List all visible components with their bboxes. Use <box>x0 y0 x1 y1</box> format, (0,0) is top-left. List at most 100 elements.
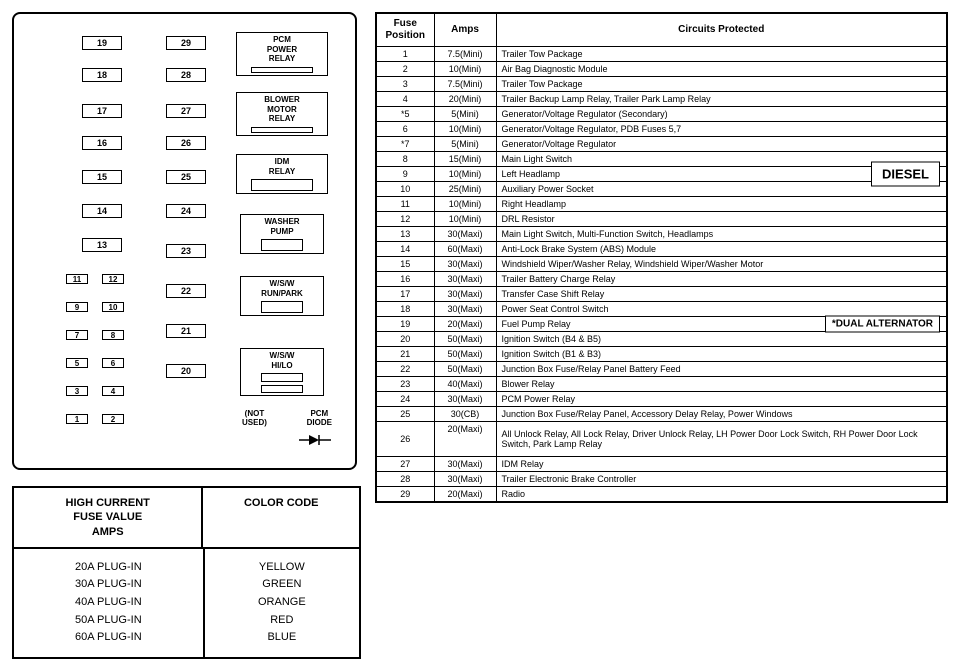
relay-box: W/S/W RUN/PARK <box>240 276 324 316</box>
cell-amps: 25(Mini) <box>434 182 496 197</box>
cell-circuit: Left HeadlampDIESEL <box>496 167 947 182</box>
circuit-text: Trailer Electronic Brake Controller <box>502 474 637 484</box>
relay-slot <box>251 179 313 191</box>
right-column: Fuse Position Amps Circuits Protected 17… <box>375 12 948 503</box>
cell-pos: 20 <box>376 332 434 347</box>
table-row: 2250(Maxi)Junction Box Fuse/Relay Panel … <box>376 362 947 377</box>
relay-label: W/S/W HI/LO <box>270 351 295 370</box>
table-row: 420(Mini)Trailer Backup Lamp Relay, Trai… <box>376 92 947 107</box>
table-row: 910(Mini)Left HeadlampDIESEL <box>376 167 947 182</box>
fuse-5: 5 <box>66 358 88 368</box>
fuse-24: 24 <box>166 204 206 218</box>
cell-circuit: PCM Power Relay <box>496 392 947 407</box>
legend-body: 20A PLUG-IN30A PLUG-IN40A PLUG-IN50A PLU… <box>14 549 359 657</box>
cell-amps: 20(Mini) <box>434 92 496 107</box>
cell-amps: 30(Maxi) <box>434 227 496 242</box>
circuit-text: Generator/Voltage Regulator <box>502 139 617 149</box>
table-row: 2920(Maxi)Radio <box>376 487 947 503</box>
circuit-text: Generator/Voltage Regulator (Secondary) <box>502 109 668 119</box>
table-row: 1630(Maxi)Trailer Battery Charge Relay <box>376 272 947 287</box>
cell-pos: 23 <box>376 377 434 392</box>
table-row: 1110(Mini)Right Headlamp <box>376 197 947 212</box>
table-row: 815(Mini)Main Light Switch <box>376 152 947 167</box>
cell-pos: 24 <box>376 392 434 407</box>
table-row: 2150(Maxi)Ignition Switch (B1 & B3) <box>376 347 947 362</box>
legend-amps-value: 50A PLUG-IN <box>14 612 203 630</box>
legend-amps-col: 20A PLUG-IN30A PLUG-IN40A PLUG-IN50A PLU… <box>14 549 205 657</box>
fuse-13: 13 <box>82 238 122 252</box>
cell-circuit: Trailer Tow Package <box>496 47 947 62</box>
relay-label: W/S/W RUN/PARK <box>261 279 303 298</box>
legend-amps-value: 20A PLUG-IN <box>14 559 203 577</box>
table-row: 1730(Maxi)Transfer Case Shift Relay <box>376 287 947 302</box>
cell-amps: 10(Mini) <box>434 212 496 227</box>
cell-pos: 28 <box>376 472 434 487</box>
th-pos: Fuse Position <box>376 13 434 47</box>
cell-pos: 17 <box>376 287 434 302</box>
cell-amps: 30(Maxi) <box>434 257 496 272</box>
cell-amps: 30(Maxi) <box>434 457 496 472</box>
cell-pos: 25 <box>376 407 434 422</box>
relay-box: PCM POWER RELAY <box>236 32 328 76</box>
table-row: 2530(CB)Junction Box Fuse/Relay Panel, A… <box>376 407 947 422</box>
circuit-text: All Unlock Relay, All Lock Relay, Driver… <box>502 429 918 449</box>
relay-label: PCM POWER RELAY <box>267 35 297 64</box>
cell-amps: 10(Mini) <box>434 122 496 137</box>
circuit-text: Auxiliary Power Socket <box>502 184 594 194</box>
circuit-text: Junction Box Fuse/Relay Panel, Accessory… <box>502 409 793 419</box>
circuit-text: Right Headlamp <box>502 199 567 209</box>
cell-circuit: Junction Box Fuse/Relay Panel, Accessory… <box>496 407 947 422</box>
cell-circuit: IDM Relay <box>496 457 947 472</box>
legend-color-value: BLUE <box>205 629 359 647</box>
fuse-7: 7 <box>66 330 88 340</box>
table-row: 2050(Maxi)Ignition Switch (B4 & B5) <box>376 332 947 347</box>
cell-circuit: DRL Resistor <box>496 212 947 227</box>
circuit-text: Ignition Switch (B4 & B5) <box>502 334 602 344</box>
cell-circuit: Trailer Tow Package <box>496 77 947 92</box>
circuit-text: DRL Resistor <box>502 214 555 224</box>
relay-slot <box>261 373 303 381</box>
cell-amps: 7.5(Mini) <box>434 47 496 62</box>
fuse-16: 16 <box>82 136 122 150</box>
page: 1918171615141329282726252423222120111291… <box>12 12 948 659</box>
fuse-17: 17 <box>82 104 122 118</box>
fuse-18: 18 <box>82 68 122 82</box>
cell-amps: 20(Maxi) <box>434 422 496 457</box>
circuit-text: Blower Relay <box>502 379 555 389</box>
pcm-diode-label: PCM DIODE <box>307 410 332 428</box>
fuse-25: 25 <box>166 170 206 184</box>
circuit-text: Fuel Pump Relay <box>502 319 691 329</box>
cell-circuit: Generator/Voltage Regulator <box>496 137 947 152</box>
cell-pos: 12 <box>376 212 434 227</box>
fuse-11: 11 <box>66 274 88 284</box>
th-amps: Amps <box>434 13 496 47</box>
fuse-panel: 1918171615141329282726252423222120111291… <box>12 12 357 470</box>
cell-amps: 20(Maxi) <box>434 487 496 503</box>
cell-pos: 29 <box>376 487 434 503</box>
cell-amps: 10(Mini) <box>434 197 496 212</box>
fuse-29: 29 <box>166 36 206 50</box>
cell-amps: 10(Mini) <box>434 62 496 77</box>
circuit-text: Main Light Switch, Multi-Function Switch… <box>502 229 714 239</box>
cell-pos: 9 <box>376 167 434 182</box>
legend-amps-value: 40A PLUG-IN <box>14 594 203 612</box>
cell-pos: 10 <box>376 182 434 197</box>
table-row: 1830(Maxi)Power Seat Control Switch <box>376 302 947 317</box>
circuit-text: Windshield Wiper/Washer Relay, Windshiel… <box>502 259 764 269</box>
legend-color-value: YELLOW <box>205 559 359 577</box>
circuit-text: Trailer Tow Package <box>502 79 583 89</box>
fuse-9: 9 <box>66 302 88 312</box>
cell-amps: 30(Maxi) <box>434 392 496 407</box>
cell-circuit: Generator/Voltage Regulator, PDB Fuses 5… <box>496 122 947 137</box>
cell-circuit: Ignition Switch (B4 & B5) <box>496 332 947 347</box>
cell-pos: 15 <box>376 257 434 272</box>
cell-amps: 7.5(Mini) <box>434 77 496 92</box>
cell-circuit: Right Headlamp <box>496 197 947 212</box>
table-row: 37.5(Mini)Trailer Tow Package <box>376 77 947 92</box>
cell-amps: 15(Mini) <box>434 152 496 167</box>
legend-color-value: ORANGE <box>205 594 359 612</box>
cell-circuit: Junction Box Fuse/Relay Panel Battery Fe… <box>496 362 947 377</box>
relay-slot <box>261 239 303 251</box>
legend-amps-value: 30A PLUG-IN <box>14 576 203 594</box>
cell-pos: *5 <box>376 107 434 122</box>
